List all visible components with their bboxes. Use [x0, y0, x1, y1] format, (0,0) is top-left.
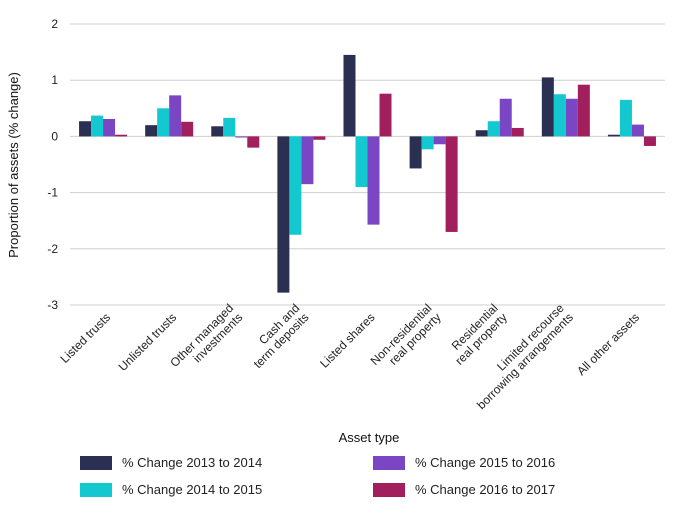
- bar: [511, 127, 524, 137]
- bar: [487, 121, 500, 137]
- legend-swatch: [80, 482, 112, 497]
- bar: [157, 108, 170, 137]
- bar: [343, 54, 356, 137]
- legend-label: % Change 2013 to 2014: [122, 455, 263, 470]
- bar: [145, 125, 158, 137]
- legend-label: % Change 2015 to 2016: [415, 455, 556, 470]
- bar: [553, 94, 566, 137]
- bar: [565, 98, 578, 137]
- x-category-label: Listed trusts: [58, 310, 114, 366]
- bar: [541, 77, 554, 137]
- y-tick-label: 1: [51, 73, 58, 87]
- bar: [91, 115, 104, 137]
- bar: [289, 136, 302, 235]
- y-tick-label: -1: [47, 186, 58, 200]
- legend-label: % Change 2014 to 2015: [122, 482, 263, 497]
- bar: [445, 136, 458, 232]
- legend-swatch: [373, 455, 405, 470]
- bar: [223, 117, 236, 137]
- bar: [277, 136, 290, 293]
- legend-label: % Change 2016 to 2017: [415, 482, 556, 497]
- bar: [607, 134, 620, 137]
- bar: [169, 95, 182, 137]
- bar: [115, 134, 128, 137]
- x-category-label-line: Listed shares: [317, 310, 377, 370]
- bar: [247, 136, 260, 148]
- x-category-label: Non-residentialreal property: [368, 301, 444, 377]
- bar: [421, 136, 434, 150]
- bar: [103, 118, 116, 137]
- bar: [181, 121, 194, 137]
- bar: [577, 84, 590, 137]
- bar: [475, 130, 488, 137]
- legend-item: % Change 2014 to 2015: [80, 482, 262, 497]
- bar: [433, 136, 446, 145]
- bar: [499, 98, 512, 137]
- bar: [367, 136, 380, 225]
- x-axis-title: Asset type: [339, 430, 400, 445]
- bar: [379, 93, 392, 137]
- bar: [313, 136, 326, 140]
- bar: [631, 124, 644, 137]
- y-axis-title: Proportion of assets (% change): [6, 72, 21, 258]
- legend-swatch: [80, 455, 112, 470]
- legend-item: % Change 2016 to 2017: [373, 482, 555, 497]
- y-tick-label: -2: [47, 242, 58, 256]
- bar: [235, 136, 248, 138]
- legend-swatch: [373, 482, 405, 497]
- x-category-label: All other assets: [574, 310, 642, 378]
- bar: [211, 126, 224, 137]
- bar: [643, 136, 656, 146]
- bar: [409, 136, 422, 169]
- x-category-label: Other managedinvestments: [167, 301, 245, 379]
- bars: [79, 54, 656, 293]
- x-category-label: Cash andterm deposits: [241, 301, 311, 371]
- legend-item: % Change 2013 to 2014: [80, 455, 262, 470]
- x-category-label-line: Unlisted trusts: [116, 310, 180, 374]
- x-category-label-line: All other assets: [574, 310, 642, 378]
- bar: [301, 136, 314, 185]
- y-axis-ticks: 2 1 0 -1 -2 -3: [47, 17, 58, 312]
- x-category-label-line: Listed trusts: [58, 310, 114, 366]
- y-tick-label: 0: [51, 129, 58, 143]
- y-tick-label: 2: [51, 17, 58, 31]
- x-category-label: Listed shares: [317, 310, 377, 370]
- x-category-label: Unlisted trusts: [116, 310, 180, 374]
- legend: % Change 2013 to 2014 % Change 2014 to 20…: [80, 455, 640, 505]
- bar: [79, 121, 92, 137]
- y-tick-label: -3: [47, 298, 58, 312]
- legend-item: % Change 2015 to 2016: [373, 455, 555, 470]
- bar: [619, 99, 632, 137]
- bar: [355, 136, 368, 187]
